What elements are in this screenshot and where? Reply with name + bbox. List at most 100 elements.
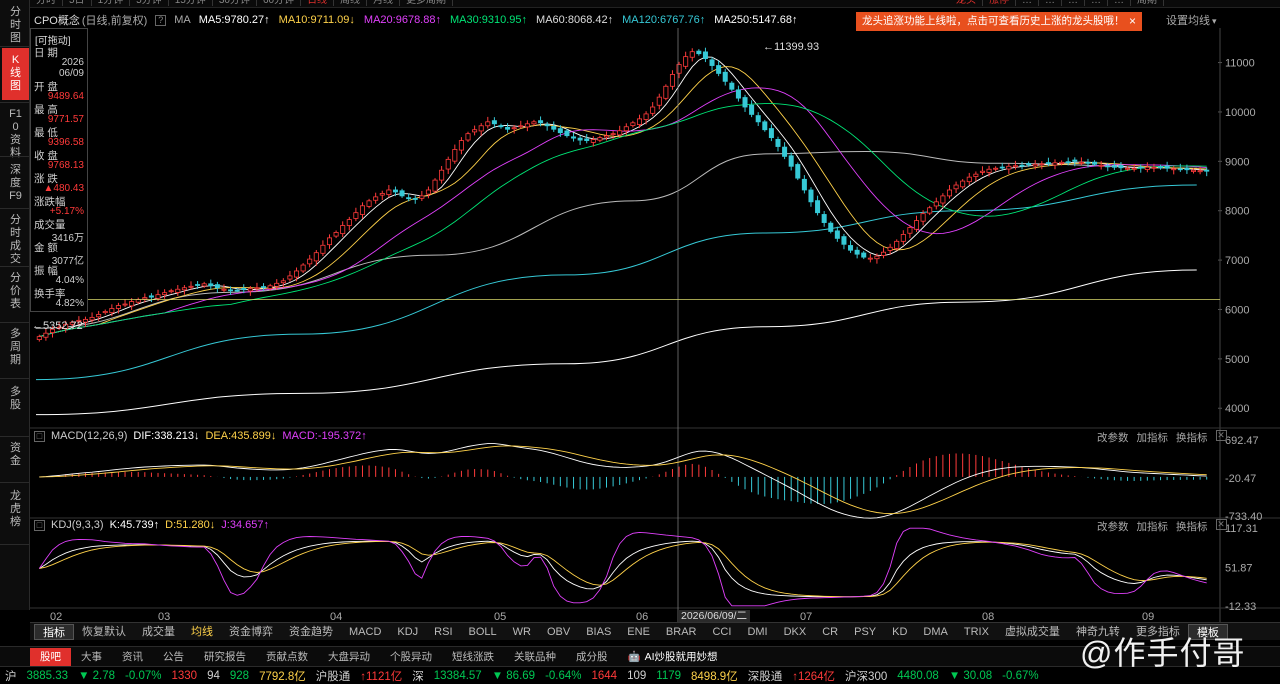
y-tick-label: 5000 <box>1225 354 1249 366</box>
promo-notice[interactable]: 龙头追涨功能上线啦，点击可查看历史上涨的龙头股哦！ × <box>856 12 1142 31</box>
candle-body <box>1012 165 1018 168</box>
indicator-tab[interactable]: DMA <box>923 625 948 638</box>
candle-body <box>406 197 412 200</box>
indicator-tab[interactable]: WR <box>512 625 531 638</box>
info-tab[interactable]: 成分股 <box>576 651 608 663</box>
indicator-tab[interactable]: OBV <box>546 625 571 638</box>
period-tab[interactable]: 60分钟 <box>257 0 302 6</box>
ma-settings-icon[interactable]: ? <box>155 14 167 26</box>
indicator-tab[interactable]: 成交量 <box>142 625 175 638</box>
period-tab[interactable]: 30分钟 <box>213 0 257 6</box>
ohlc-info-box[interactable]: [可拖动] 日 期 2026 06/09 开 盘 9489.64 最 高 9771.57 最 … <box>30 28 88 312</box>
left-nav-item[interactable]: 资金 <box>2 436 29 480</box>
kdj-tick-label: -12.33 <box>1225 601 1256 613</box>
macd-add-indicator-button[interactable]: 加指标 <box>1136 432 1169 444</box>
left-nav-item[interactable]: 多周期 <box>2 322 29 376</box>
ma-item: MA60:8068.42↑ <box>536 14 614 26</box>
period-tab[interactable]: 分时 <box>30 0 63 6</box>
macd-change-params-button[interactable]: 改参数 <box>1097 432 1129 444</box>
indicator-tab[interactable]: KD <box>892 625 908 638</box>
indicator-tab[interactable]: CR <box>822 625 839 638</box>
right-tab[interactable]: … <box>1085 0 1108 6</box>
indicator-tab[interactable]: 指标 <box>34 623 74 640</box>
indicator-tab[interactable]: PSY <box>854 625 877 638</box>
period-tab[interactable]: 周线 <box>334 0 368 6</box>
info-tab[interactable]: 个股异动 <box>390 651 432 663</box>
indicator-tab[interactable]: BIAS <box>586 625 612 638</box>
period-tab[interactable]: 1分钟 <box>92 0 131 6</box>
left-nav-item[interactable]: 多股 <box>2 380 29 434</box>
kdj-switch-indicator-button[interactable]: 换指标 <box>1176 521 1208 533</box>
indicator-tab[interactable]: MACD <box>349 625 382 638</box>
indicator-tab[interactable]: BRAR <box>665 625 697 638</box>
kdj-add-indicator-button[interactable]: 加指标 <box>1136 521 1169 533</box>
indicator-tab[interactable]: DMI <box>747 625 768 638</box>
right-tab[interactable]: … <box>1016 0 1039 6</box>
kdj-change-params-button[interactable]: 改参数 <box>1097 521 1129 533</box>
candle-body <box>241 288 247 291</box>
indicator-tab[interactable]: 资金博弈 <box>229 625 273 638</box>
indicator-tab[interactable]: KDJ <box>397 625 419 638</box>
info-tab[interactable]: 公告 <box>163 651 184 663</box>
candle-body <box>801 178 807 191</box>
period-tab[interactable]: 更多周期 <box>400 0 454 6</box>
macd-switch-indicator-button[interactable]: 换指标 <box>1176 432 1208 444</box>
indicator-tab[interactable]: ENE <box>627 625 650 638</box>
info-tab[interactable]: 大盘异动 <box>328 651 370 663</box>
info-tab[interactable]: 资讯 <box>122 651 143 663</box>
left-nav-item[interactable]: 龙虎榜 <box>2 484 29 542</box>
kline-chart-area[interactable]: 11000 10000 9000 8000 7000 6000 5000 4000 ←11399… <box>30 28 1280 622</box>
candle-body <box>854 249 860 255</box>
period-tab[interactable]: 5日 <box>63 0 92 6</box>
kdj-settings-icon[interactable]: □ <box>34 519 45 531</box>
right-tab[interactable]: 周期 <box>1131 0 1164 6</box>
close-icon[interactable]: ✕ <box>1215 430 1227 441</box>
indicator-tab[interactable]: 虚拟成交量 <box>1004 625 1060 638</box>
period-tab[interactable]: 月线 <box>367 0 401 6</box>
indicator-tab[interactable]: 神奇九转 <box>1075 625 1120 638</box>
right-tab[interactable]: … <box>1039 0 1062 6</box>
close-icon[interactable]: ✕ <box>1215 519 1227 530</box>
indicator-tab[interactable]: TRIX <box>963 625 989 638</box>
right-tab[interactable]: … <box>1062 0 1085 6</box>
left-nav-item[interactable]: F10资料 <box>2 102 29 159</box>
left-nav-item[interactable]: 分价表 <box>2 266 29 320</box>
indicator-tab[interactable]: 更多指标 <box>1135 625 1180 638</box>
indicator-tab[interactable]: CCI <box>712 625 732 638</box>
period-tab[interactable]: 15分钟 <box>169 0 213 6</box>
candle-body <box>861 252 867 258</box>
indicator-tab[interactable]: 恢复默认 <box>82 625 126 638</box>
close-icon[interactable]: × <box>1128 14 1136 28</box>
left-nav-item[interactable]: 分时图 <box>2 0 29 44</box>
period-tab[interactable]: 5分钟 <box>130 0 169 6</box>
y-tick-label: 10000 <box>1225 107 1256 119</box>
candle-body <box>96 314 102 318</box>
indicator-tab[interactable]: DKX <box>783 625 807 638</box>
candle-body <box>49 328 55 333</box>
left-nav-item[interactable]: 分时成交 <box>2 208 29 265</box>
period-tab[interactable]: 日线 <box>301 0 335 6</box>
info-tab[interactable]: 大事 <box>81 651 102 663</box>
ticker-item: 深股通 <box>747 670 783 683</box>
ma-line-ma5 <box>39 56 1207 338</box>
right-tab[interactable]: 涨停 <box>983 0 1016 6</box>
left-nav-item[interactable]: K线图 <box>2 48 29 100</box>
info-tab[interactable]: 股吧 <box>30 647 71 666</box>
info-tab[interactable]: 研究报告 <box>204 651 246 663</box>
info-tab[interactable]: 贡献点数 <box>266 651 308 663</box>
indicator-tab[interactable]: 资金趋势 <box>289 625 333 638</box>
right-tab[interactable]: … <box>1108 0 1131 6</box>
macd-settings-icon[interactable]: □ <box>34 430 45 442</box>
candle-body <box>610 133 616 136</box>
left-nav-item[interactable]: 深度F9 <box>2 158 29 206</box>
candle-body <box>927 207 933 214</box>
indicator-tab[interactable]: BOLL <box>468 625 497 638</box>
set-ma-button[interactable]: 设置均线 ▾ <box>1166 12 1217 28</box>
right-tab[interactable]: 龙头 <box>950 0 983 6</box>
ai-button[interactable]: 🤖 AI炒股就用妙想 <box>618 649 728 664</box>
indicator-tab[interactable]: 模板 <box>1187 623 1228 640</box>
info-tab[interactable]: 关联品种 <box>514 651 556 663</box>
indicator-tab[interactable]: RSI <box>434 625 453 638</box>
indicator-tab[interactable]: 均线 <box>191 625 213 638</box>
info-tab[interactable]: 短线涨跌 <box>452 651 494 663</box>
